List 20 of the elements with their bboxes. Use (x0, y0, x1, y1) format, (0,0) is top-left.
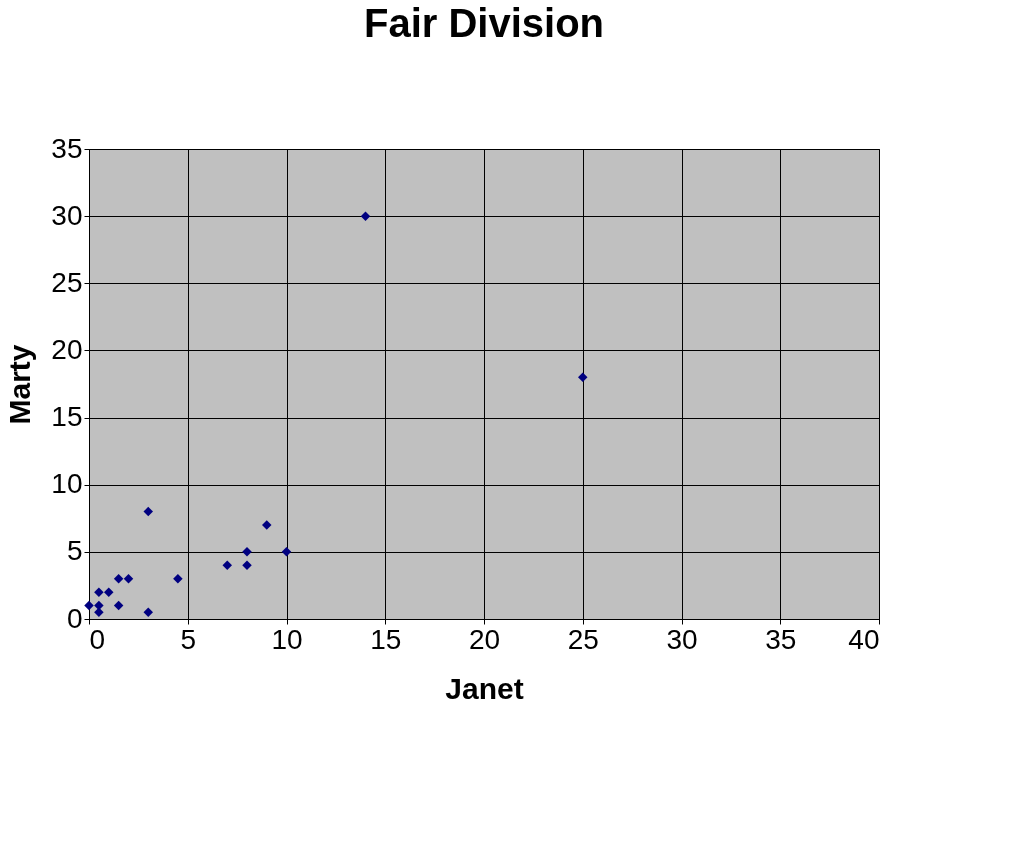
x-tick-label: 0 (89, 623, 106, 655)
y-tick-label: 20 (51, 333, 83, 365)
x-tick-label: 10 (271, 623, 303, 655)
y-tick-label: 25 (51, 266, 83, 298)
x-tick-label: 25 (567, 623, 599, 655)
y-tick-label: 10 (51, 468, 83, 500)
y-tick-label: 15 (51, 401, 83, 433)
chart-title: Fair Division (363, 1, 605, 45)
x-tick-label: 15 (370, 623, 402, 655)
x-tick-label: 35 (765, 623, 797, 655)
y-tick-label: 0 (66, 602, 83, 634)
x-axis-title: Janet (445, 671, 524, 705)
x-tick-label: 30 (666, 623, 698, 655)
y-tick-label: 5 (66, 535, 83, 567)
y-tick-label: 35 (51, 132, 83, 164)
x-tick-label: 20 (468, 623, 501, 655)
y-axis-title: Marty (3, 344, 37, 425)
x-tick-label: 5 (180, 623, 197, 655)
x-tick-label: 40 (848, 623, 880, 655)
y-tick-label: 30 (51, 199, 83, 231)
